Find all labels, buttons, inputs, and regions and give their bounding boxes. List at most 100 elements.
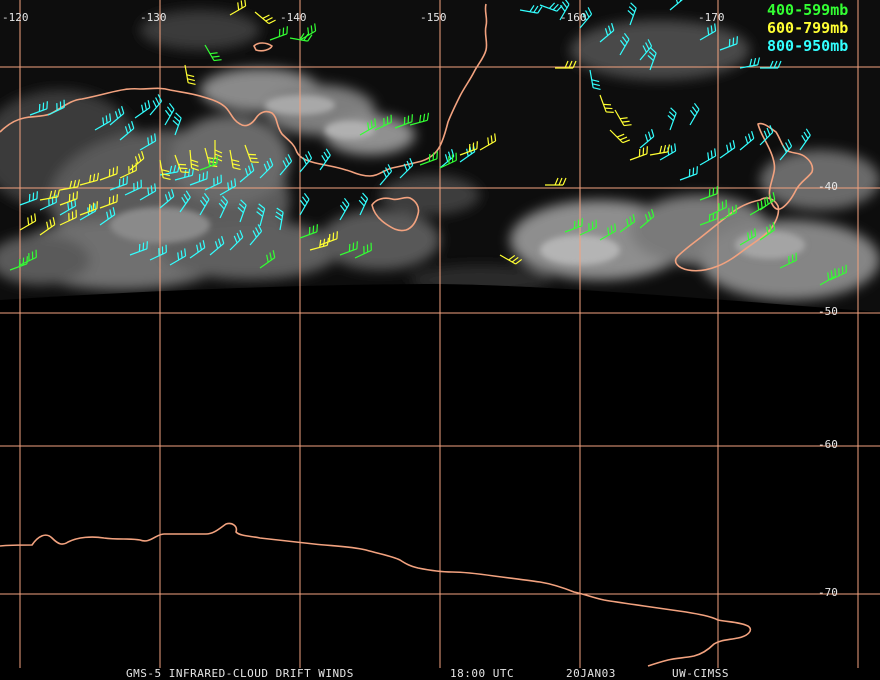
lat-label-70: -70 xyxy=(818,586,838,599)
legend-400-599: 400-599mb xyxy=(767,1,848,19)
wind-barb xyxy=(359,118,377,136)
wind-barb xyxy=(184,64,196,86)
legend-800-950: 800-950mb xyxy=(767,37,848,55)
wind-barb xyxy=(159,188,175,209)
wind-barb xyxy=(599,22,615,43)
caption-source: UW-CIMSS xyxy=(672,667,729,680)
wind-barb xyxy=(759,222,776,241)
wind-barb xyxy=(299,23,317,41)
wind-barb xyxy=(204,174,222,191)
lon-label-170: -170 xyxy=(698,11,725,24)
wind-barb xyxy=(614,109,632,127)
wind-barb xyxy=(739,228,757,246)
wind-barb xyxy=(358,192,369,216)
wind-barb xyxy=(394,114,413,129)
wind-barb xyxy=(299,192,310,216)
wind-barb xyxy=(299,224,318,239)
lat-label-40: -40 xyxy=(818,180,838,193)
wind-barb xyxy=(339,241,358,256)
wind-barb xyxy=(259,250,276,269)
wind-barb xyxy=(599,94,614,113)
caption-time: 18:00 UTC xyxy=(450,667,514,680)
wind-barb xyxy=(79,203,97,221)
wind-barb xyxy=(619,214,636,233)
wind-barb xyxy=(564,218,583,233)
pressure-legend: 400-599mb 600-799mb 800-950mb xyxy=(767,1,848,55)
lon-label-120: -120 xyxy=(2,11,29,24)
wind-barb xyxy=(269,26,288,41)
wind-barb xyxy=(739,130,755,151)
wind-barb xyxy=(19,213,37,231)
lon-label-140: -140 xyxy=(280,11,307,24)
wind-barb xyxy=(760,60,782,69)
wind-barb xyxy=(275,207,284,231)
longitude-labels: -120 -130 -140 -150 -160 -170 xyxy=(2,11,725,24)
wind-barb xyxy=(379,164,393,186)
wind-barb xyxy=(59,179,81,191)
wind-barb xyxy=(129,241,148,256)
wind-barb xyxy=(719,204,737,221)
wind-barb xyxy=(94,113,112,131)
wind-barb xyxy=(214,140,223,162)
lat-label-50: -50 xyxy=(818,305,838,318)
wind-barb xyxy=(229,149,241,171)
wind-barb xyxy=(244,144,259,163)
wind-barb xyxy=(579,219,597,236)
caption-bar: GMS-5 INFRARED-CLOUD DRIFT WINDS 18:00 U… xyxy=(126,667,729,680)
wind-barb xyxy=(759,124,774,146)
wind-barb xyxy=(149,94,163,116)
wind-barb xyxy=(229,0,247,16)
wind-barb xyxy=(99,166,118,181)
wind-barb xyxy=(189,149,199,171)
wind-barb xyxy=(499,254,523,265)
wind-barb xyxy=(479,133,497,151)
wind-barb xyxy=(124,179,142,196)
wind-barb xyxy=(539,2,563,12)
wind-barb xyxy=(47,99,65,116)
wind-barb xyxy=(29,101,48,116)
wind-barb xyxy=(639,39,653,61)
wind-barb xyxy=(545,177,567,186)
wind-barb xyxy=(759,192,776,211)
wind-barb xyxy=(39,217,56,236)
wind-barb xyxy=(739,57,761,69)
wind-barb xyxy=(99,207,116,226)
wind-barb xyxy=(139,133,157,151)
wind-barb xyxy=(209,235,225,256)
tasmania-coastline xyxy=(371,196,420,232)
wind-barb xyxy=(599,223,617,241)
wind-barb xyxy=(172,112,182,136)
wind-barb xyxy=(169,248,187,266)
wind-barb xyxy=(719,36,738,51)
wind-barb xyxy=(59,191,78,206)
wind-barb xyxy=(129,150,145,171)
wind-barb xyxy=(555,60,577,69)
wind-barb xyxy=(649,144,671,156)
wind-barb xyxy=(799,128,811,151)
wind-barb xyxy=(249,224,263,246)
legend-600-799: 600-799mb xyxy=(767,19,848,37)
wind-barb xyxy=(319,231,338,246)
wind-barb xyxy=(627,2,637,26)
wind-barb xyxy=(319,148,331,171)
wind-barb xyxy=(218,195,229,219)
wind-barb xyxy=(109,105,125,126)
wind-barb xyxy=(689,102,700,126)
wind-barb xyxy=(199,156,218,171)
wind-barb xyxy=(164,102,175,126)
wind-barb xyxy=(19,249,37,266)
wind-barb xyxy=(419,151,438,166)
wind-barb xyxy=(679,166,698,181)
wind-barb xyxy=(629,146,648,161)
wind-barb xyxy=(779,139,793,161)
wind-barb xyxy=(639,208,655,229)
nz-south-island-coastline xyxy=(674,197,780,272)
wind-barb xyxy=(229,229,244,251)
wind-barb xyxy=(719,140,736,159)
wind-barb xyxy=(339,197,350,221)
wind-barb xyxy=(199,192,210,216)
wind-barb xyxy=(149,244,167,261)
wind-barb xyxy=(134,100,151,119)
